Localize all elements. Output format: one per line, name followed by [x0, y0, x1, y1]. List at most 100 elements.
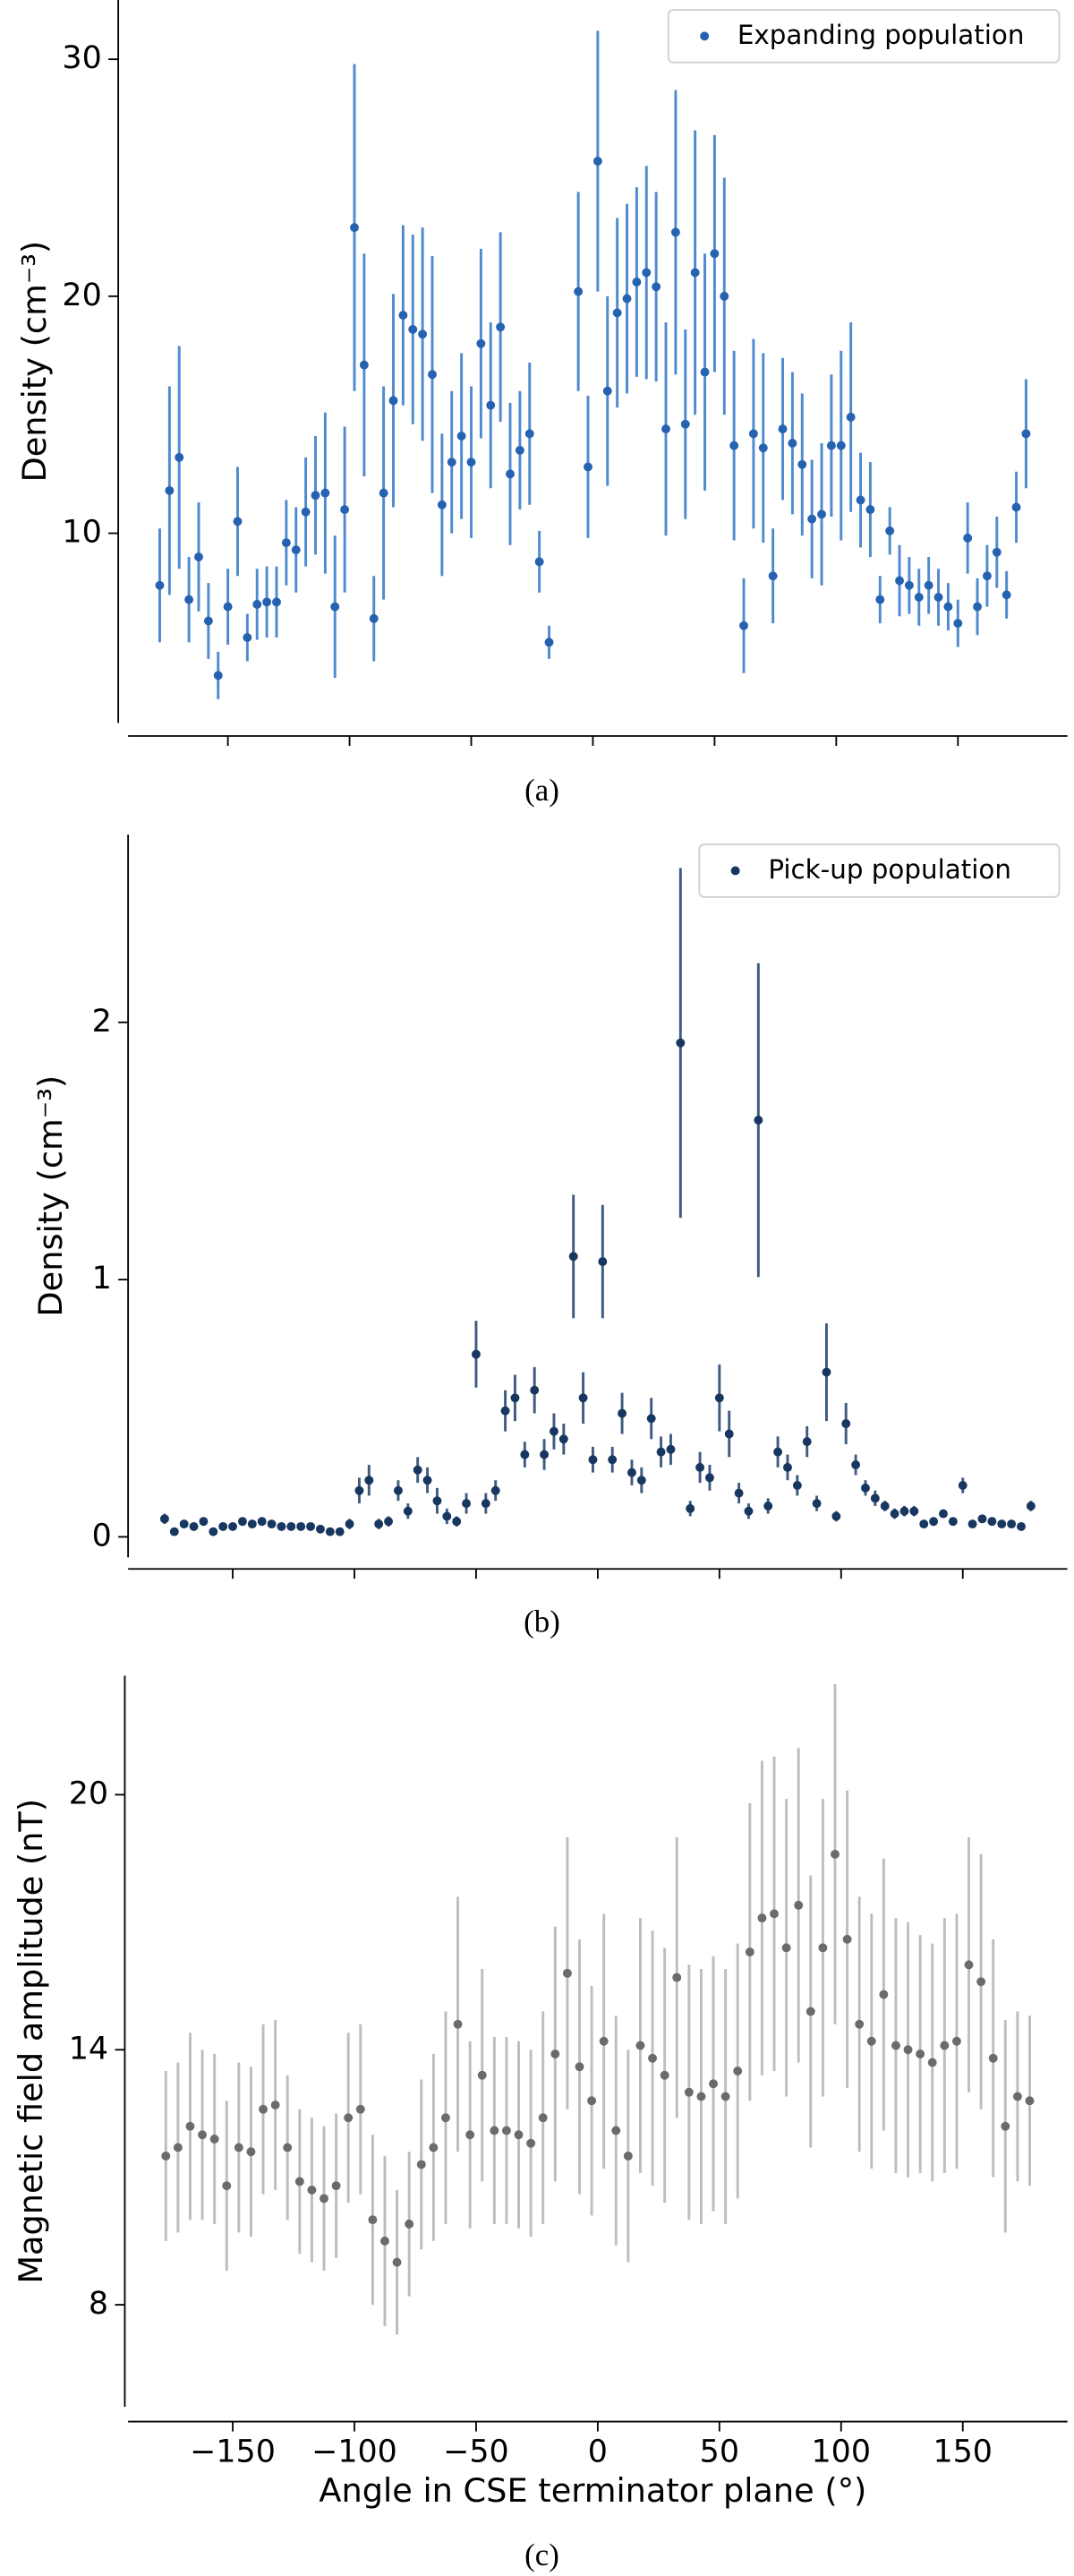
- legend-label: Expanding population: [737, 20, 1025, 50]
- point: [992, 547, 1002, 557]
- point: [490, 2126, 499, 2135]
- point: [866, 2036, 876, 2046]
- point: [296, 1521, 306, 1531]
- point: [635, 2041, 645, 2050]
- panel-caption: (c): [524, 2537, 559, 2572]
- x-axis-label: Angle in CSE terminator plane (°): [319, 2471, 866, 2510]
- point: [778, 424, 788, 434]
- y-axis-label: Density (cm⁻³): [15, 241, 54, 483]
- point: [1025, 2096, 1035, 2106]
- point: [676, 1038, 686, 1048]
- point: [684, 2087, 694, 2097]
- point: [428, 370, 437, 380]
- point: [977, 1514, 987, 1524]
- point: [592, 157, 602, 166]
- point: [272, 597, 281, 607]
- point: [909, 1506, 919, 1516]
- point: [355, 2104, 365, 2114]
- point: [320, 2194, 328, 2204]
- point: [281, 538, 291, 548]
- point: [660, 2070, 669, 2080]
- point: [865, 505, 875, 515]
- point: [836, 441, 846, 450]
- point: [246, 2147, 256, 2157]
- point: [203, 616, 213, 626]
- point: [611, 2126, 621, 2135]
- y-tick-label: 20: [69, 1776, 108, 1811]
- point: [179, 1519, 189, 1529]
- point: [476, 338, 486, 348]
- point: [939, 1509, 948, 1519]
- point: [447, 458, 456, 467]
- point: [817, 509, 826, 519]
- point: [175, 452, 184, 462]
- point: [388, 396, 398, 406]
- point: [899, 1506, 909, 1516]
- point: [514, 2130, 524, 2140]
- point: [646, 1414, 656, 1424]
- point: [914, 593, 924, 602]
- point: [259, 2104, 268, 2114]
- point: [384, 1517, 394, 1527]
- point: [270, 2101, 280, 2110]
- point: [393, 1485, 403, 1495]
- point: [1017, 1521, 1026, 1531]
- point: [247, 1519, 257, 1529]
- point: [890, 1509, 899, 1519]
- point: [534, 557, 544, 567]
- point: [481, 1499, 490, 1509]
- legend-label: Pick-up population: [768, 854, 1011, 885]
- point: [568, 1252, 578, 1262]
- x-tick-label: −150: [190, 2434, 276, 2469]
- point: [575, 2062, 584, 2072]
- point: [252, 600, 262, 609]
- point: [904, 580, 914, 590]
- point: [374, 1519, 384, 1529]
- point: [550, 2050, 560, 2058]
- point: [562, 1968, 572, 1978]
- y-tick-label: 2: [92, 1004, 112, 1040]
- point: [963, 533, 973, 543]
- point: [976, 1977, 986, 1987]
- point: [626, 1468, 636, 1477]
- point: [477, 2070, 487, 2080]
- point: [696, 2092, 706, 2101]
- point: [471, 1349, 481, 1359]
- point: [222, 2181, 232, 2191]
- point: [648, 2053, 658, 2063]
- point: [330, 602, 340, 612]
- point: [895, 576, 904, 586]
- point: [903, 2045, 913, 2055]
- point: [670, 227, 680, 237]
- point: [587, 2096, 597, 2106]
- x-tick-label: 0: [588, 2434, 608, 2469]
- point: [783, 1462, 792, 1472]
- point: [1002, 590, 1011, 600]
- point: [812, 1499, 822, 1509]
- point: [763, 1501, 773, 1511]
- point: [440, 2113, 450, 2123]
- point: [933, 593, 943, 602]
- point: [802, 1437, 812, 1447]
- point: [794, 1900, 804, 1910]
- point: [964, 1960, 974, 1970]
- point: [524, 429, 534, 439]
- point: [1001, 2121, 1010, 2131]
- legend-marker: [730, 866, 740, 876]
- point: [720, 291, 729, 301]
- point: [618, 1408, 627, 1418]
- point: [325, 1527, 335, 1536]
- point: [228, 1521, 237, 1531]
- point: [636, 1476, 646, 1485]
- point: [344, 2113, 354, 2123]
- point: [500, 1406, 510, 1416]
- point: [831, 1511, 841, 1521]
- y-tick-label: 20: [62, 278, 101, 313]
- point: [870, 1493, 880, 1503]
- point: [169, 1527, 179, 1536]
- point: [948, 1517, 958, 1527]
- point: [661, 424, 670, 434]
- point: [413, 1465, 422, 1475]
- point: [350, 223, 359, 233]
- point: [331, 2181, 341, 2191]
